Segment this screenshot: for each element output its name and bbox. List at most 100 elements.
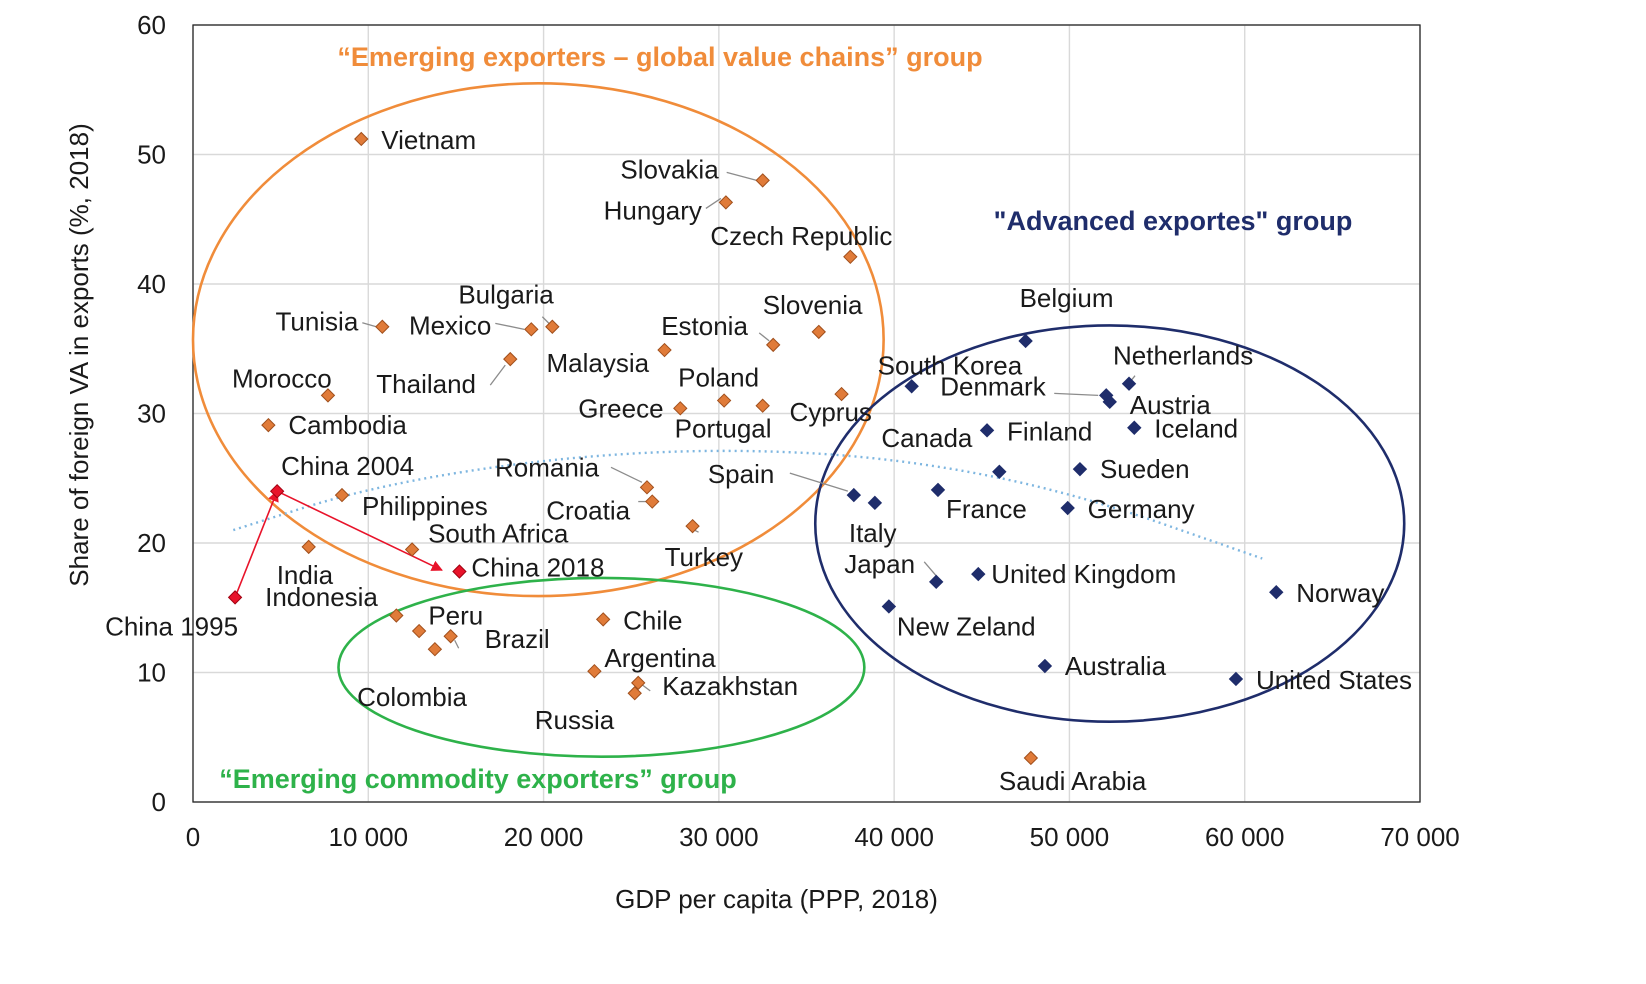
label-kazakhstan: Kazakhstan	[662, 671, 798, 701]
label-netherlands: Netherlands	[1113, 341, 1253, 371]
point-france	[930, 482, 946, 498]
leader-slovakia	[726, 171, 757, 182]
point-croatia	[645, 494, 660, 509]
point-spain	[846, 487, 862, 503]
point-slovakia	[755, 173, 770, 188]
label-sueden: Sueden	[1100, 454, 1190, 484]
label-chile: Chile	[623, 605, 682, 635]
label-bulgaria: Bulgaria	[458, 280, 554, 310]
point-vietnam	[354, 131, 369, 147]
point-iceland	[1127, 420, 1142, 435]
leader-japan	[923, 561, 937, 577]
point-cyprus	[834, 386, 849, 402]
point-kazakhstan	[631, 675, 646, 691]
point-estonia	[765, 337, 781, 353]
label-japan: Japan	[844, 549, 915, 579]
point-united-kingdom	[971, 566, 986, 582]
point-italy	[867, 495, 883, 511]
point-malaysia	[657, 342, 672, 358]
leader-lines	[362, 171, 1136, 692]
label-china-1995: China 1995	[105, 611, 238, 641]
label-croatia: Croatia	[546, 496, 630, 526]
group-titles: “Emerging exporters – global value chain…	[219, 42, 1352, 794]
label-canada: Canada	[881, 423, 973, 453]
data-points	[227, 131, 1284, 766]
label-malaysia: Malaysia	[547, 348, 650, 378]
label-thailand: Thailand	[376, 369, 476, 399]
point-austria	[1102, 394, 1117, 410]
x-tick-label: 20 000	[504, 822, 584, 852]
label-tunisia: Tunisia	[275, 307, 358, 337]
point-indonesia	[269, 483, 285, 499]
label-india: India	[277, 560, 334, 590]
leader-romania	[610, 466, 643, 483]
label-south-korea: South Korea	[878, 350, 1023, 380]
point-canada	[992, 464, 1007, 479]
label-peru: Peru	[428, 601, 483, 631]
label-romania: Romania	[495, 452, 600, 482]
china-arrow	[276, 490, 443, 571]
point-greece	[673, 401, 688, 416]
label-germany: Germany	[1088, 494, 1195, 524]
point-slovenia	[811, 324, 826, 340]
label-spain: Spain	[708, 459, 775, 489]
point-australia	[1037, 658, 1053, 674]
label-china-2004: China 2004	[281, 451, 414, 481]
label-poland: Poland	[678, 363, 759, 393]
point-czech-republic	[843, 249, 858, 265]
x-tick-label: 10 000	[329, 822, 409, 852]
y-tick-label: 30	[137, 399, 166, 429]
x-tick-label: 50 000	[1030, 822, 1110, 852]
axes: 0 10 000 20 000 30 000 40 000 50 000 60 000 70 …	[64, 10, 1460, 914]
x-tick-label: 70 000	[1380, 822, 1460, 852]
y-tick-label: 40	[137, 269, 166, 299]
label-russia: Russia	[535, 705, 615, 735]
label-new-zeland: New Zeland	[897, 611, 1036, 641]
y-tick-label: 20	[137, 528, 166, 558]
label-norway: Norway	[1296, 578, 1384, 608]
point-south-africa	[404, 542, 420, 557]
point-russia	[627, 686, 642, 701]
label-greece: Greece	[578, 393, 663, 423]
label-south-africa: South Africa	[428, 518, 569, 548]
label-argentina: Argentina	[604, 643, 716, 673]
point-argentina	[587, 663, 602, 679]
x-tick-label: 40 000	[854, 822, 934, 852]
label-mexico: Mexico	[409, 310, 491, 340]
label-france: France	[946, 494, 1027, 524]
point-belgium	[1018, 333, 1033, 349]
point-brazil	[443, 629, 458, 644]
label-brazil: Brazil	[485, 624, 550, 654]
label-slovenia: Slovenia	[763, 290, 863, 320]
label-slovakia: Slovakia	[620, 154, 719, 184]
x-axis-title: GDP per capita (PPP, 2018)	[615, 884, 938, 914]
label-colombia: Colombia	[357, 682, 467, 712]
leader-spain	[789, 472, 849, 492]
label-turkey: Turkey	[665, 542, 744, 572]
group-title-2: "Advanced exportes" group	[994, 206, 1353, 236]
label-austria: Austria	[1130, 390, 1211, 420]
point-poland	[716, 393, 732, 408]
label-hungary: Hungary	[604, 195, 702, 225]
label-cambodia: Cambodia	[288, 410, 407, 440]
point-germany	[1060, 500, 1075, 516]
x-tick-label: 60 000	[1205, 822, 1285, 852]
label-finland: Finland	[1007, 416, 1092, 446]
commodity-ellipse	[337, 576, 866, 758]
point-philippines	[334, 487, 350, 503]
leader-bulgaria	[541, 316, 550, 325]
leader-mexico	[495, 322, 525, 330]
point-peru	[389, 608, 404, 623]
leader-brazil	[454, 639, 460, 649]
leader-thailand	[489, 364, 506, 386]
x-tick-label: 30 000	[679, 822, 759, 852]
point-cambodia	[261, 417, 276, 433]
label-vietnam: Vietnam	[381, 125, 476, 155]
point-japan	[929, 574, 944, 590]
group-ellipses	[191, 81, 1406, 758]
label-saudi-arabia: Saudi Arabia	[999, 766, 1147, 796]
point-romania	[639, 480, 655, 495]
label-iceland: Iceland	[1154, 414, 1238, 444]
data-labels: Vietnam Slovakia Hungary Czech Republic Tuni…	[105, 125, 1412, 796]
china-arrow	[234, 490, 279, 598]
